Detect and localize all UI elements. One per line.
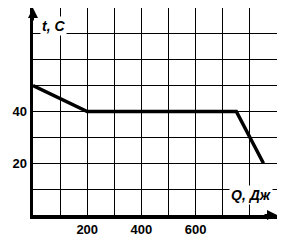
svg-text:600: 600 — [185, 222, 207, 237]
svg-text:20: 20 — [12, 156, 26, 171]
svg-text:200: 200 — [76, 222, 98, 237]
svg-text:t, C: t, C — [42, 18, 65, 34]
svg-text:400: 400 — [131, 222, 153, 237]
svg-text:40: 40 — [12, 104, 26, 119]
svg-text:Q, Дж: Q, Дж — [231, 187, 271, 203]
